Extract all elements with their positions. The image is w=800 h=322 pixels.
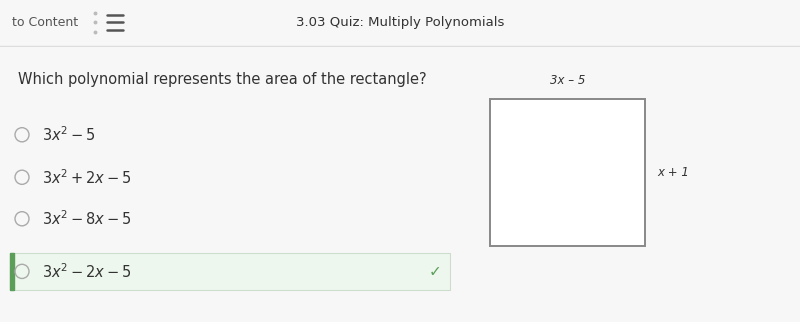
Text: ✓: ✓ [429,264,442,279]
Text: x + 1: x + 1 [657,166,689,179]
Text: to Content: to Content [12,16,78,29]
Text: 3x – 5: 3x – 5 [550,74,585,87]
Bar [10,253,450,289]
Text: $3x^2 - 8x - 5$: $3x^2 - 8x - 5$ [42,209,131,228]
Bar [490,99,645,246]
Bar [10,253,14,289]
Text: 3.03 Quiz: Multiply Polynomials: 3.03 Quiz: Multiply Polynomials [296,16,504,29]
Text: Which polynomial represents the area of the rectangle?: Which polynomial represents the area of … [18,71,426,87]
Text: $3x^2 - 5$: $3x^2 - 5$ [42,125,96,144]
Text: $3x^2 - 2x - 5$: $3x^2 - 2x - 5$ [42,262,131,281]
Text: $3x^2 + 2x - 5$: $3x^2 + 2x - 5$ [42,168,131,187]
